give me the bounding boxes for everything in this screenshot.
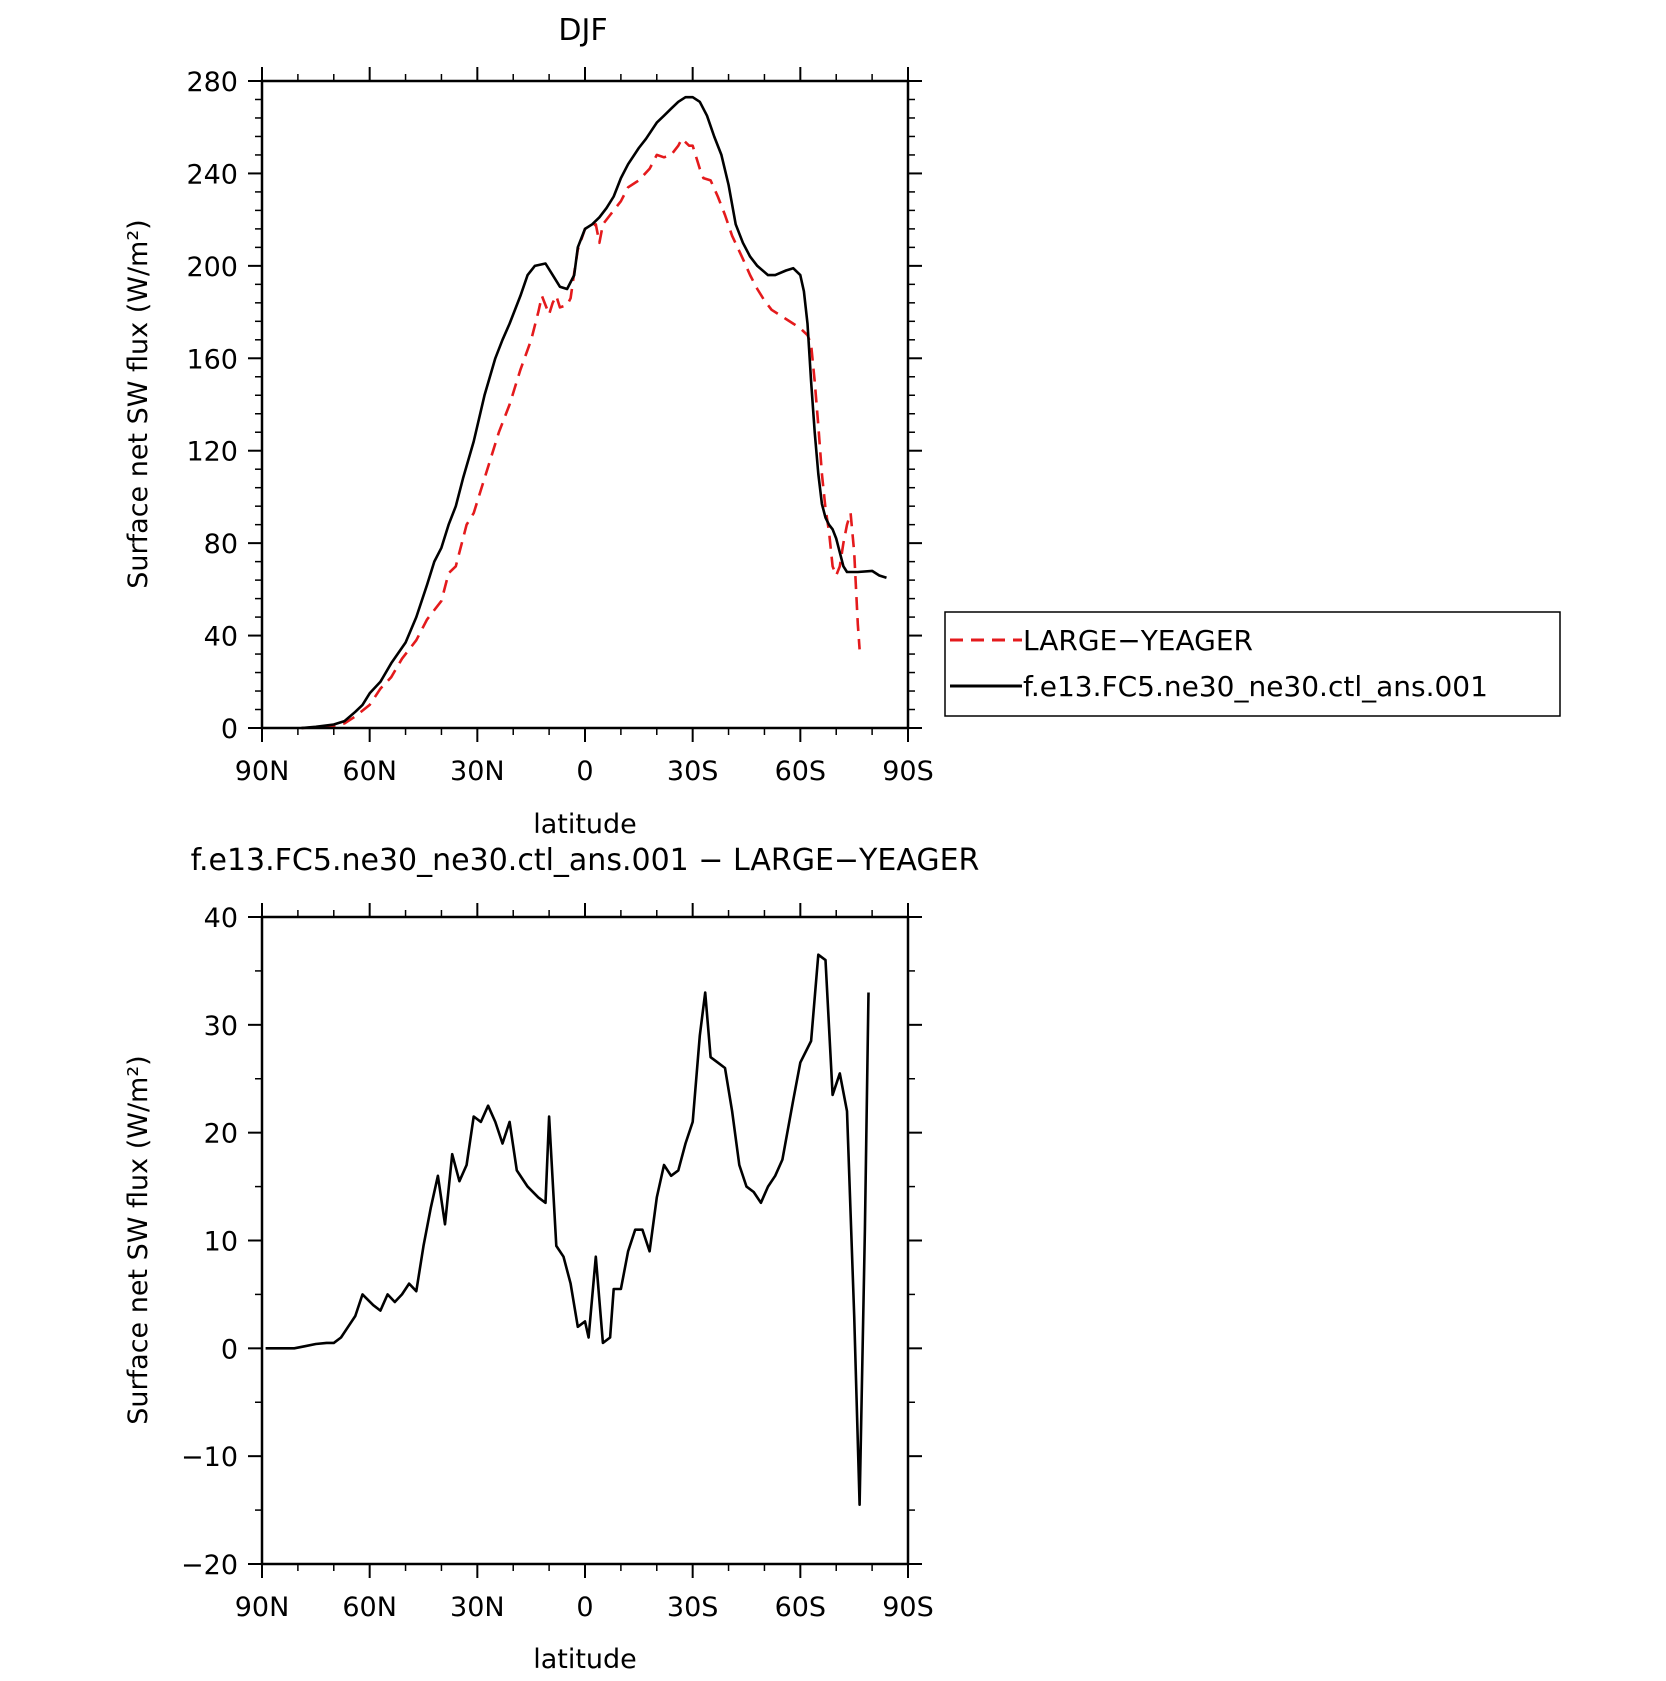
series-line-large-yeager [301,137,861,730]
y-tick-label: 0 [221,1334,238,1365]
x-tick-label: 60N [342,756,397,787]
legend: LARGE−YEAGER f.e13.FC5.ne30_ne30.ctl_ans… [944,611,1561,717]
chart-title: f.e13.FC5.ne30_ne30.ctl_ans.001 − LARGE−… [191,843,980,878]
plot-frame [260,915,910,1566]
y-tick-label: 20 [204,1119,238,1150]
chart-title: DJF [558,13,607,48]
ticks-layer: 90N 60N 30N 0 30S 60S 90S −20 −10 0 10 20 30 40 [181,903,934,1623]
plot-frame [260,79,910,730]
legend-box [944,611,1561,717]
x-tick-label: 30S [667,1592,719,1623]
x-tick-label: 0 [576,1592,593,1623]
x-tick-label: 30N [450,1592,505,1623]
y-tick-label: 240 [186,159,238,190]
y-tick-label: 200 [186,252,238,283]
y-tick-label: 80 [204,529,238,560]
y-tick-label: −20 [181,1550,238,1581]
x-axis-label: latitude [533,809,637,840]
series-layer [301,95,887,730]
x-tick-label: 30N [450,756,505,787]
x-tick-label: 30S [667,756,719,787]
y-tick-label: 40 [204,903,238,934]
y-tick-label: 10 [204,1227,238,1258]
y-tick-label: 0 [221,714,238,745]
y-tick-label: 120 [186,437,238,468]
x-tick-label: 60S [775,756,827,787]
legend-label-model: f.e13.FC5.ne30_ne30.ctl_ans.001 [1023,670,1488,703]
y-tick-label: −10 [181,1442,238,1473]
y-tick-label: 30 [204,1011,238,1042]
y-tick-label: 40 [204,622,238,653]
y-axis-label: Surface net SW flux (W/m²) [123,219,154,588]
series-layer [265,953,870,1506]
series-line-difference [265,953,870,1506]
x-tick-label: 0 [576,756,593,787]
x-tick-label: 60S [775,1592,827,1623]
panel-difference: f.e13.FC5.ne30_ne30.ctl_ans.001 − LARGE−… [123,843,979,1675]
x-tick-label: 90N [235,1592,290,1623]
y-tick-label: 160 [186,344,238,375]
x-tick-label: 60N [342,1592,397,1623]
x-tick-label: 90N [235,756,290,787]
legend-label-large-yeager: LARGE−YEAGER [1023,624,1253,657]
x-axis-label: latitude [533,1644,637,1675]
series-line-f-e13-fc5-ne30-ne30-ctl-ans-001 [301,95,887,730]
panel-climatology: DJF 90N 60N 30N 0 30S 60S 90S 0 40 80 120 160 200 240… [123,13,934,840]
x-tick-label: 90S [882,1592,934,1623]
ticks-layer: 90N 60N 30N 0 30S 60S 90S 0 40 80 120 160 200 240 280 [186,67,934,787]
y-tick-label: 280 [186,67,238,98]
y-axis-label: Surface net SW flux (W/m²) [123,1055,154,1424]
x-tick-label: 90S [882,756,934,787]
